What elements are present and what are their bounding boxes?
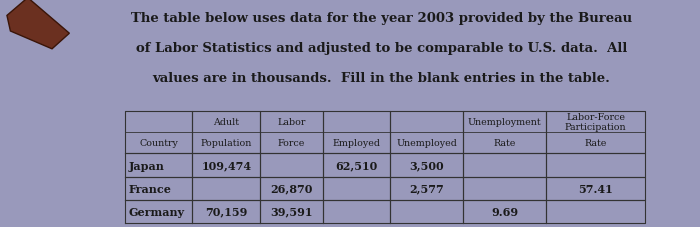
Text: 39,591: 39,591 bbox=[270, 206, 312, 217]
Text: 109,474: 109,474 bbox=[201, 160, 251, 171]
Text: Unemployed: Unemployed bbox=[396, 139, 457, 148]
Text: values are in thousands.  Fill in the blank entries in the table.: values are in thousands. Fill in the bla… bbox=[153, 72, 610, 85]
Text: 3,500: 3,500 bbox=[410, 160, 444, 171]
Text: Force: Force bbox=[278, 139, 305, 148]
Text: 70,159: 70,159 bbox=[205, 206, 248, 217]
Text: Labor: Labor bbox=[277, 118, 305, 127]
Text: Labor-Force
Participation: Labor-Force Participation bbox=[565, 113, 627, 132]
Text: 57.41: 57.41 bbox=[578, 183, 613, 194]
Polygon shape bbox=[7, 0, 69, 49]
Text: Country: Country bbox=[139, 139, 178, 148]
Text: Japan: Japan bbox=[128, 160, 164, 171]
Text: 26,870: 26,870 bbox=[270, 183, 312, 194]
Text: Rate: Rate bbox=[584, 139, 607, 148]
Text: of Labor Statistics and adjusted to be comparable to U.S. data.  All: of Labor Statistics and adjusted to be c… bbox=[136, 42, 627, 55]
Text: 2,577: 2,577 bbox=[410, 183, 444, 194]
Text: Rate: Rate bbox=[494, 139, 516, 148]
Text: Germany: Germany bbox=[128, 206, 184, 217]
Text: Employed: Employed bbox=[332, 139, 380, 148]
Text: 62,510: 62,510 bbox=[335, 160, 377, 171]
Text: France: France bbox=[128, 183, 172, 194]
Text: Unemployment: Unemployment bbox=[468, 118, 541, 127]
Text: 9.69: 9.69 bbox=[491, 206, 518, 217]
Text: The table below uses data for the year 2003 provided by the Bureau: The table below uses data for the year 2… bbox=[131, 12, 632, 25]
Text: Adult: Adult bbox=[214, 118, 239, 127]
Text: Population: Population bbox=[201, 139, 252, 148]
